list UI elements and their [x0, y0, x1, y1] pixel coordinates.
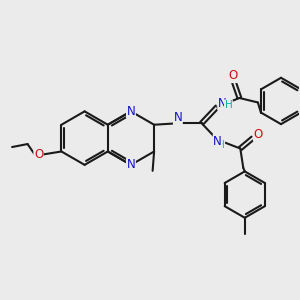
Text: H: H: [224, 100, 232, 110]
Text: N: N: [218, 97, 226, 110]
Text: N: N: [127, 105, 135, 118]
Text: N: N: [127, 158, 135, 171]
Text: N: N: [213, 135, 222, 148]
Text: O: O: [254, 128, 263, 141]
Text: H: H: [217, 140, 225, 150]
Text: O: O: [34, 148, 43, 161]
Text: O: O: [228, 70, 237, 83]
Text: N: N: [173, 111, 182, 124]
